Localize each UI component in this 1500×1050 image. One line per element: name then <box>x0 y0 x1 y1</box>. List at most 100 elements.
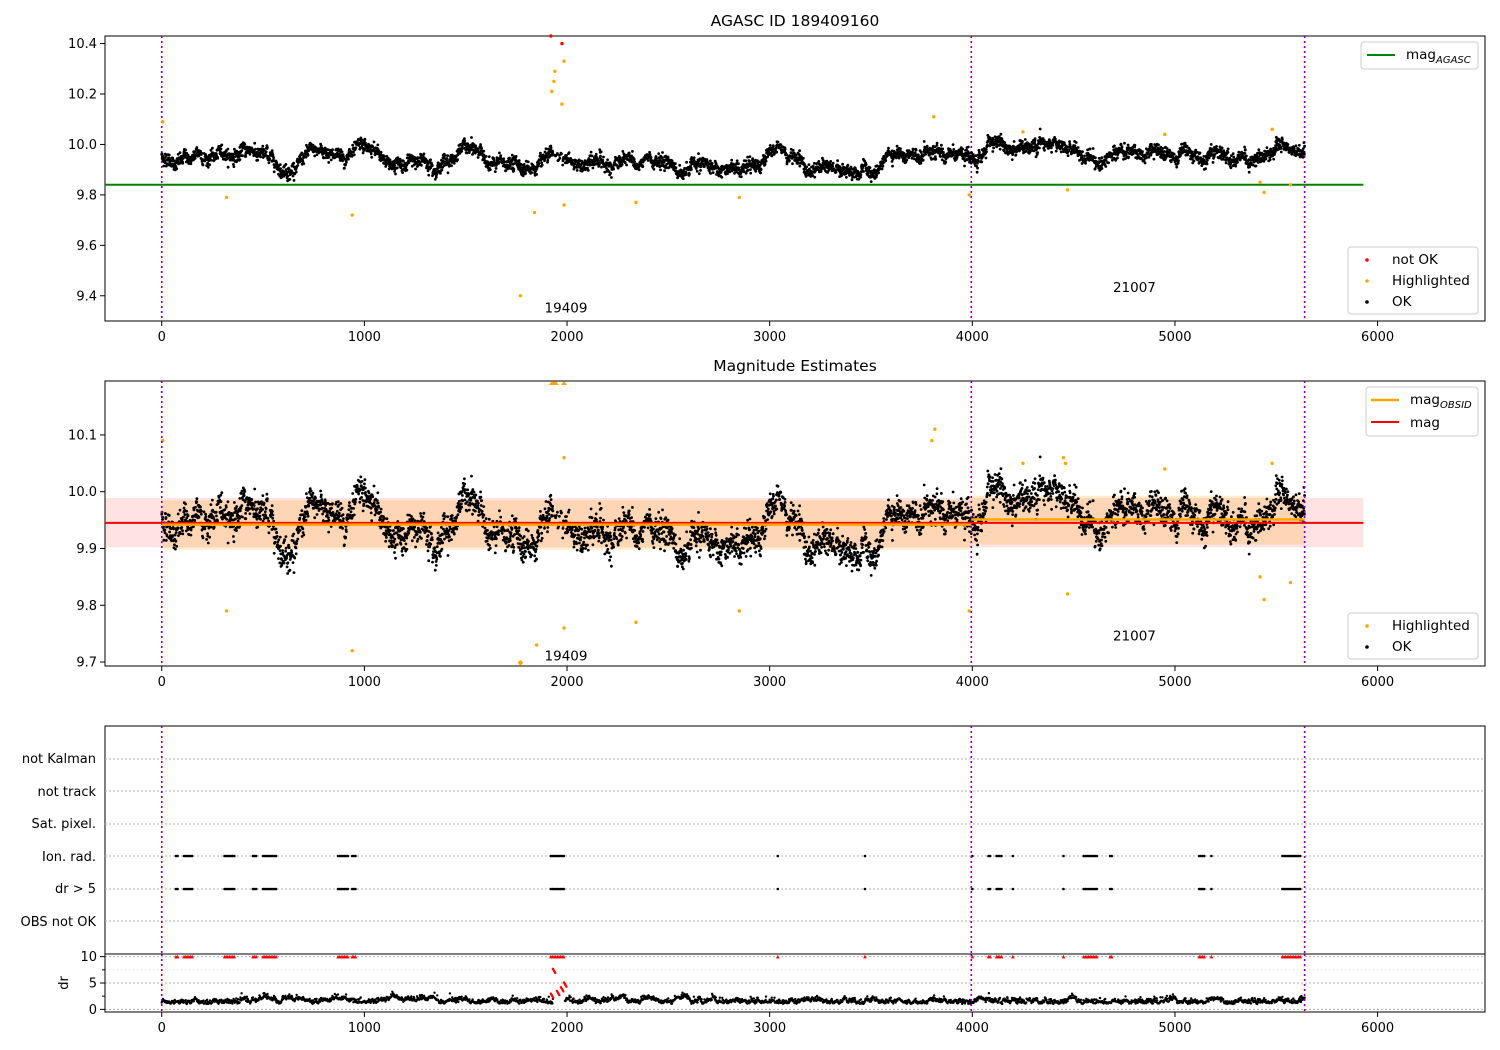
ok-point <box>311 143 315 147</box>
agasc-panel-lines <box>105 36 1364 321</box>
ok-point <box>961 147 965 151</box>
ok-point <box>648 150 651 154</box>
ok-point <box>763 162 767 166</box>
ok-point <box>798 164 802 168</box>
ok-point <box>192 508 196 512</box>
y-tick-label: 10.0 <box>68 138 97 153</box>
ok-point <box>1179 154 1182 157</box>
ok-point <box>1236 160 1239 164</box>
ok-point <box>202 510 206 514</box>
ok-point <box>179 161 182 165</box>
ok-point <box>1033 137 1037 141</box>
x-tick-label: 0 <box>158 675 166 690</box>
ok-point <box>1205 162 1209 166</box>
ok-point <box>339 148 343 152</box>
ok-point <box>180 526 184 529</box>
obsid-label-21007: 21007 <box>1113 280 1156 296</box>
ok-point <box>627 151 631 155</box>
ok-point <box>189 528 193 532</box>
ok-point <box>707 162 711 166</box>
ok-point <box>264 507 268 511</box>
ok-point <box>226 165 230 169</box>
ok-point <box>831 164 835 168</box>
highlighted-point <box>550 89 554 94</box>
ok-point <box>220 143 224 147</box>
ok-point <box>204 512 208 516</box>
ok-point <box>1286 143 1290 146</box>
ok-point <box>1076 146 1080 149</box>
legend-ok-label: OK <box>1392 294 1413 310</box>
ok-point <box>1204 167 1207 171</box>
ok-point <box>681 177 685 181</box>
ok-point <box>450 153 454 157</box>
ok-point <box>817 160 821 163</box>
ok-point <box>232 540 236 544</box>
ok-point <box>477 148 480 151</box>
x-tick-label: 2000 <box>550 675 583 690</box>
ok-point <box>991 150 995 153</box>
ok-point <box>244 512 248 515</box>
ok-point <box>1116 156 1119 160</box>
ok-point <box>235 505 239 508</box>
ok-point <box>620 163 624 166</box>
ok-point <box>226 541 230 545</box>
ok-point <box>880 167 884 171</box>
ok-point <box>951 143 955 147</box>
ok-point <box>345 160 348 164</box>
ok-point <box>649 156 653 159</box>
ok-point <box>256 525 260 529</box>
ok-point <box>942 151 945 154</box>
ok-point <box>195 146 199 149</box>
ok-point <box>952 148 956 151</box>
ok-point <box>599 154 602 158</box>
ok-point <box>749 168 752 172</box>
ok-point <box>261 508 264 511</box>
ok-point <box>1268 158 1272 162</box>
x-tick-label: 3000 <box>753 675 786 690</box>
ok-point <box>443 154 447 157</box>
ok-point <box>254 147 257 151</box>
ok-point <box>226 147 230 151</box>
ok-point <box>272 156 276 160</box>
ok-point <box>256 507 259 511</box>
agasc-panel-frame <box>104 35 1486 322</box>
ok-point <box>261 144 265 148</box>
ok-point <box>181 161 185 165</box>
legend-mag-agasc: magAGASC <box>1360 41 1479 70</box>
ok-point <box>884 159 888 163</box>
ok-point <box>163 528 167 532</box>
ok-point <box>238 497 242 500</box>
ok-point <box>474 144 478 148</box>
ok-point <box>764 159 768 163</box>
ok-point <box>253 141 257 145</box>
ok-point <box>176 512 180 516</box>
ok-point <box>1043 148 1046 152</box>
ok-point <box>1303 144 1306 148</box>
ok-point <box>887 146 890 150</box>
ok-point <box>167 153 171 157</box>
ok-point <box>1107 161 1110 165</box>
legend-status: not OK Highlighted OK <box>1347 246 1479 315</box>
ok-point <box>1119 142 1123 146</box>
ok-point <box>429 158 432 162</box>
ok-point <box>1209 143 1213 146</box>
ok-point <box>239 506 243 510</box>
ok-point <box>999 132 1003 136</box>
ok-point <box>600 165 603 169</box>
ok-point <box>248 152 252 156</box>
ok-point <box>1010 158 1014 162</box>
ok-point <box>709 172 712 175</box>
ok-point <box>881 164 885 168</box>
ok-point <box>372 140 376 144</box>
ok-point <box>172 159 176 163</box>
ok-point <box>666 155 670 159</box>
ok-point <box>659 168 662 172</box>
ok-point <box>633 160 637 164</box>
ok-point <box>924 152 928 156</box>
ok-point <box>803 163 806 166</box>
ok-point <box>441 162 444 165</box>
ok-point <box>414 167 417 171</box>
ok-point <box>709 159 712 163</box>
ok-point <box>940 143 943 147</box>
